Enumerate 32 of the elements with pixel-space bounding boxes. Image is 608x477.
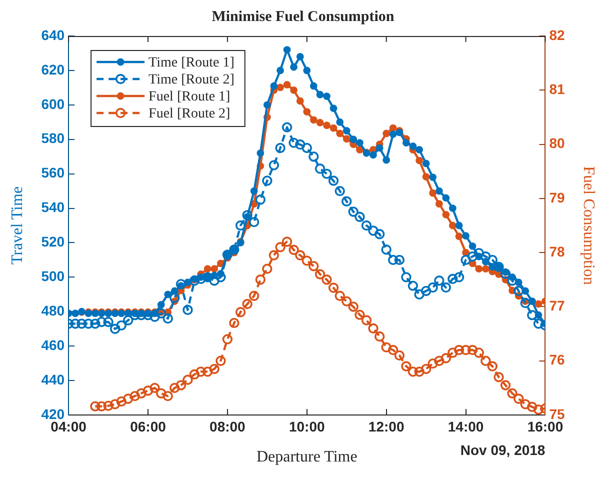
y-tick-label: 500	[41, 268, 65, 284]
y2-tick-label: 78	[549, 243, 566, 260]
y-tick-label: 620	[41, 61, 65, 78]
y-tick-label: 540	[41, 199, 65, 216]
x-tick-label: 10:00	[288, 418, 326, 434]
y-tick-label: 600	[41, 96, 65, 112]
y2-tick-label: 79	[549, 189, 566, 206]
x-axis-title: Departure Time	[256, 448, 358, 466]
y-tick-label: 440	[41, 371, 65, 388]
x-tick-label: 14:00	[448, 418, 484, 434]
y2-tick-label: 80	[549, 135, 566, 152]
y2-tick-label: 82	[549, 26, 566, 43]
legend-label: Fuel [Route 1]	[148, 90, 230, 105]
y2-tick-label: 77	[549, 298, 566, 314]
y2-tick-label: 81	[549, 81, 566, 97]
y-tick-label: 580	[41, 130, 65, 146]
y-tick-label: 480	[41, 302, 65, 318]
x-tick-label: 08:00	[210, 418, 246, 434]
y-tick-label: 640	[41, 26, 65, 43]
y-tick-label: 520	[41, 234, 65, 250]
y-tick-label: 560	[41, 164, 65, 181]
y2-axis-title: Fuel Consumption	[580, 166, 598, 285]
legend-label: Time [Route 2]	[148, 72, 234, 88]
legend-label: Fuel [Route 2]	[148, 106, 230, 122]
y2-tick-label: 76	[549, 352, 566, 368]
legend-label: Time [Route 1]	[148, 56, 234, 71]
x-tick-label: 12:00	[368, 418, 404, 434]
chart-title: Minimise Fuel Consumption	[212, 8, 395, 25]
x-tick-label: 06:00	[130, 418, 166, 434]
text: Nov 09, 2018	[460, 442, 546, 458]
y-axis-title: Travel Time	[8, 186, 26, 265]
y-tick-label: 460	[41, 336, 65, 353]
